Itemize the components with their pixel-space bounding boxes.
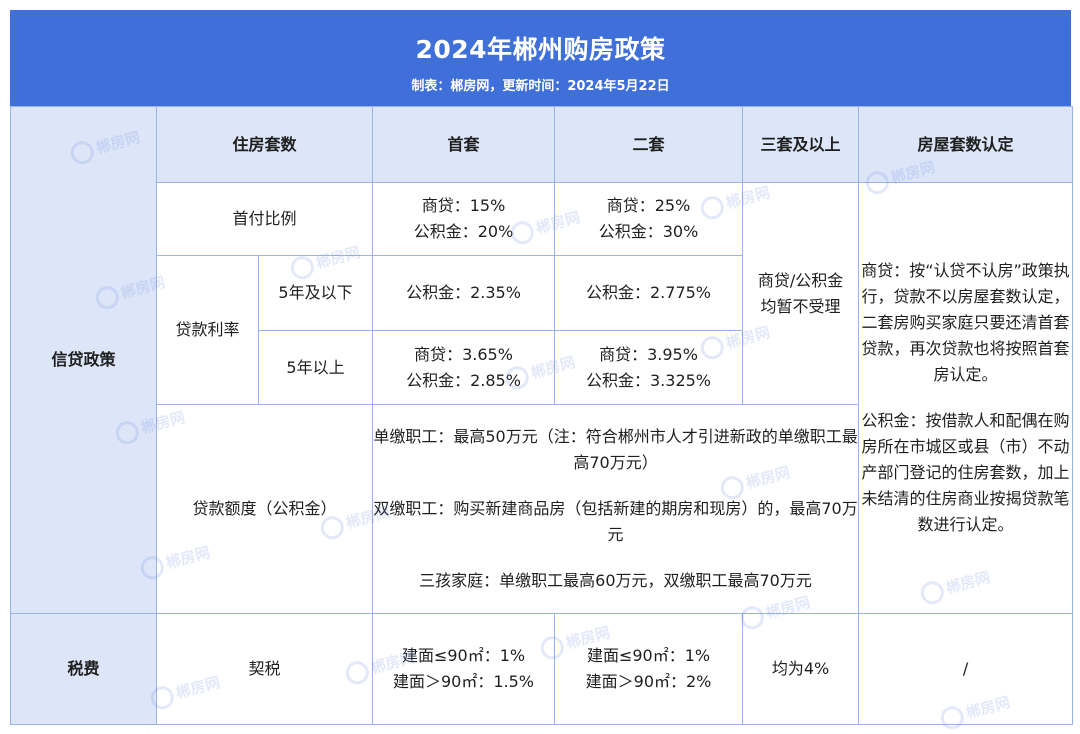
interest-over5-second: 商贷：3.95% 公积金：3.325%	[554, 330, 744, 405]
col-header-identification: 房屋套数认定	[858, 106, 1074, 183]
row-label-deed-tax: 契税	[155, 613, 374, 725]
interest-over5-first: 商贷：3.65% 公积金：2.85%	[372, 330, 556, 405]
page-title: 2024年郴州购房政策	[415, 35, 666, 64]
down-payment-first-commercial: 商贷：15%	[421, 196, 506, 215]
third-plus-note-line2: 均暂不受理	[760, 296, 841, 316]
col-header-housing-count: 住房套数	[155, 106, 374, 183]
loan-limit-three-child: 三孩家庭：单缴职工最高60万元，双缴职工最高70万元	[419, 571, 812, 590]
loan-limit-single: 单缴职工：最高50万元（注：符合郴州市人才引进新政的单缴职工最高70万元）	[373, 427, 858, 472]
row-label-interest-rate: 贷款利率	[156, 255, 259, 405]
col-header-first: 首套	[372, 106, 556, 183]
deed-tax-first: 建面≤90㎡：1% 建面＞90㎡：1.5%	[372, 613, 556, 725]
interest-over5-second-commercial: 商贷：3.95%	[599, 344, 698, 364]
category-credit: 信贷政策	[10, 106, 157, 614]
deed-tax-second-large: 建面＞90㎡：2%	[585, 672, 712, 691]
table-row: 首付比例 商贷：15% 公积金：20% 商贷：25% 公积金：30% 商贷/公积…	[11, 182, 1074, 614]
category-tax: 税费	[10, 613, 157, 725]
deed-tax-identification: /	[858, 613, 1074, 725]
interest-under5-label: 5年及以下	[257, 255, 374, 331]
deed-tax-first-small: 建面≤90㎡：1%	[401, 646, 526, 665]
interest-over5-first-commercial: 商贷：3.65%	[414, 344, 513, 364]
col-header-third-plus: 三套及以上	[742, 106, 860, 183]
third-plus-note-line1: 商贷/公积金	[757, 270, 844, 290]
deed-tax-second: 建面≤90㎡：1% 建面＞90㎡：2%	[554, 613, 744, 725]
down-payment-second-fund: 公积金：30%	[598, 222, 699, 241]
row-label-down-payment: 首付比例	[155, 182, 374, 256]
deed-tax-first-large: 建面＞90㎡：1.5%	[393, 672, 535, 691]
table-row: 贷款额度（公积金） 单缴职工：最高50万元（注：符合郴州市人才引进新政的单缴职工…	[11, 404, 1073, 614]
deed-tax-third-plus: 均为4%	[742, 613, 860, 725]
table-header-banner: 2024年郴州购房政策 制表：郴房网，更新时间：2024年5月22日	[10, 10, 1071, 106]
interest-over5-label: 5年以上	[257, 330, 374, 405]
third-plus-credit-note: 商贷/公积金 均暂不受理	[742, 182, 860, 405]
col-header-second: 二套	[554, 106, 744, 183]
table-row: 5年以上 商贷：3.65% 公积金：2.85% 商贷：3.95% 公积金：3.3…	[11, 330, 1073, 405]
down-payment-first-fund: 公积金：20%	[413, 222, 514, 241]
deed-tax-second-small: 建面≤90㎡：1%	[586, 646, 711, 665]
table-row: 税费 契税 建面≤90㎡：1% 建面＞90㎡：1.5% 建面≤90㎡：1% 建面…	[10, 613, 1074, 725]
row-label-loan-limit: 贷款额度（公积金）	[155, 404, 374, 614]
table-row: 贷款利率 5年及以下 公积金：2.35% 公积金：2.775%	[11, 255, 1073, 405]
down-payment-first: 商贷：15% 公积金：20%	[372, 182, 556, 256]
down-payment-second-commercial: 商贷：25%	[606, 196, 691, 215]
interest-over5-first-fund: 公积金：2.85%	[406, 370, 521, 390]
interest-under5-first: 公积金：2.35%	[372, 255, 556, 331]
page-subtitle: 制表：郴房网，更新时间：2024年5月22日	[411, 79, 670, 94]
identification-fund: 公积金：按借款人和配偶在购房所在市城区或县（市）不动产部门登记的住房套数，加上未…	[861, 411, 1070, 534]
identification-rules: 商贷：按“认贷不认房”政策执行，贷款不以房屋套数认定，二套房购买家庭只要还清首套…	[858, 182, 1074, 614]
header-row: 信贷政策 住房套数 首套 二套 三套及以上 房屋套数认定	[10, 106, 1074, 614]
interest-over5-second-fund: 公积金：3.325%	[586, 370, 712, 390]
policy-table: 信贷政策 住房套数 首套 二套 三套及以上 房屋套数认定 首付比例 商贷：15%…	[10, 106, 1074, 725]
down-payment-second: 商贷：25% 公积金：30%	[554, 182, 744, 256]
identification-commercial: 商贷：按“认贷不认房”政策执行，贷款不以房屋套数认定，二套房购买家庭只要还清首套…	[861, 261, 1070, 384]
loan-limit-details: 单缴职工：最高50万元（注：符合郴州市人才引进新政的单缴职工最高70万元） 双缴…	[372, 404, 860, 614]
interest-under5-second: 公积金：2.775%	[554, 255, 744, 331]
loan-limit-double: 双缴职工：购买新建商品房（包括新建的期房和现房）的，最高70万元	[373, 499, 858, 544]
